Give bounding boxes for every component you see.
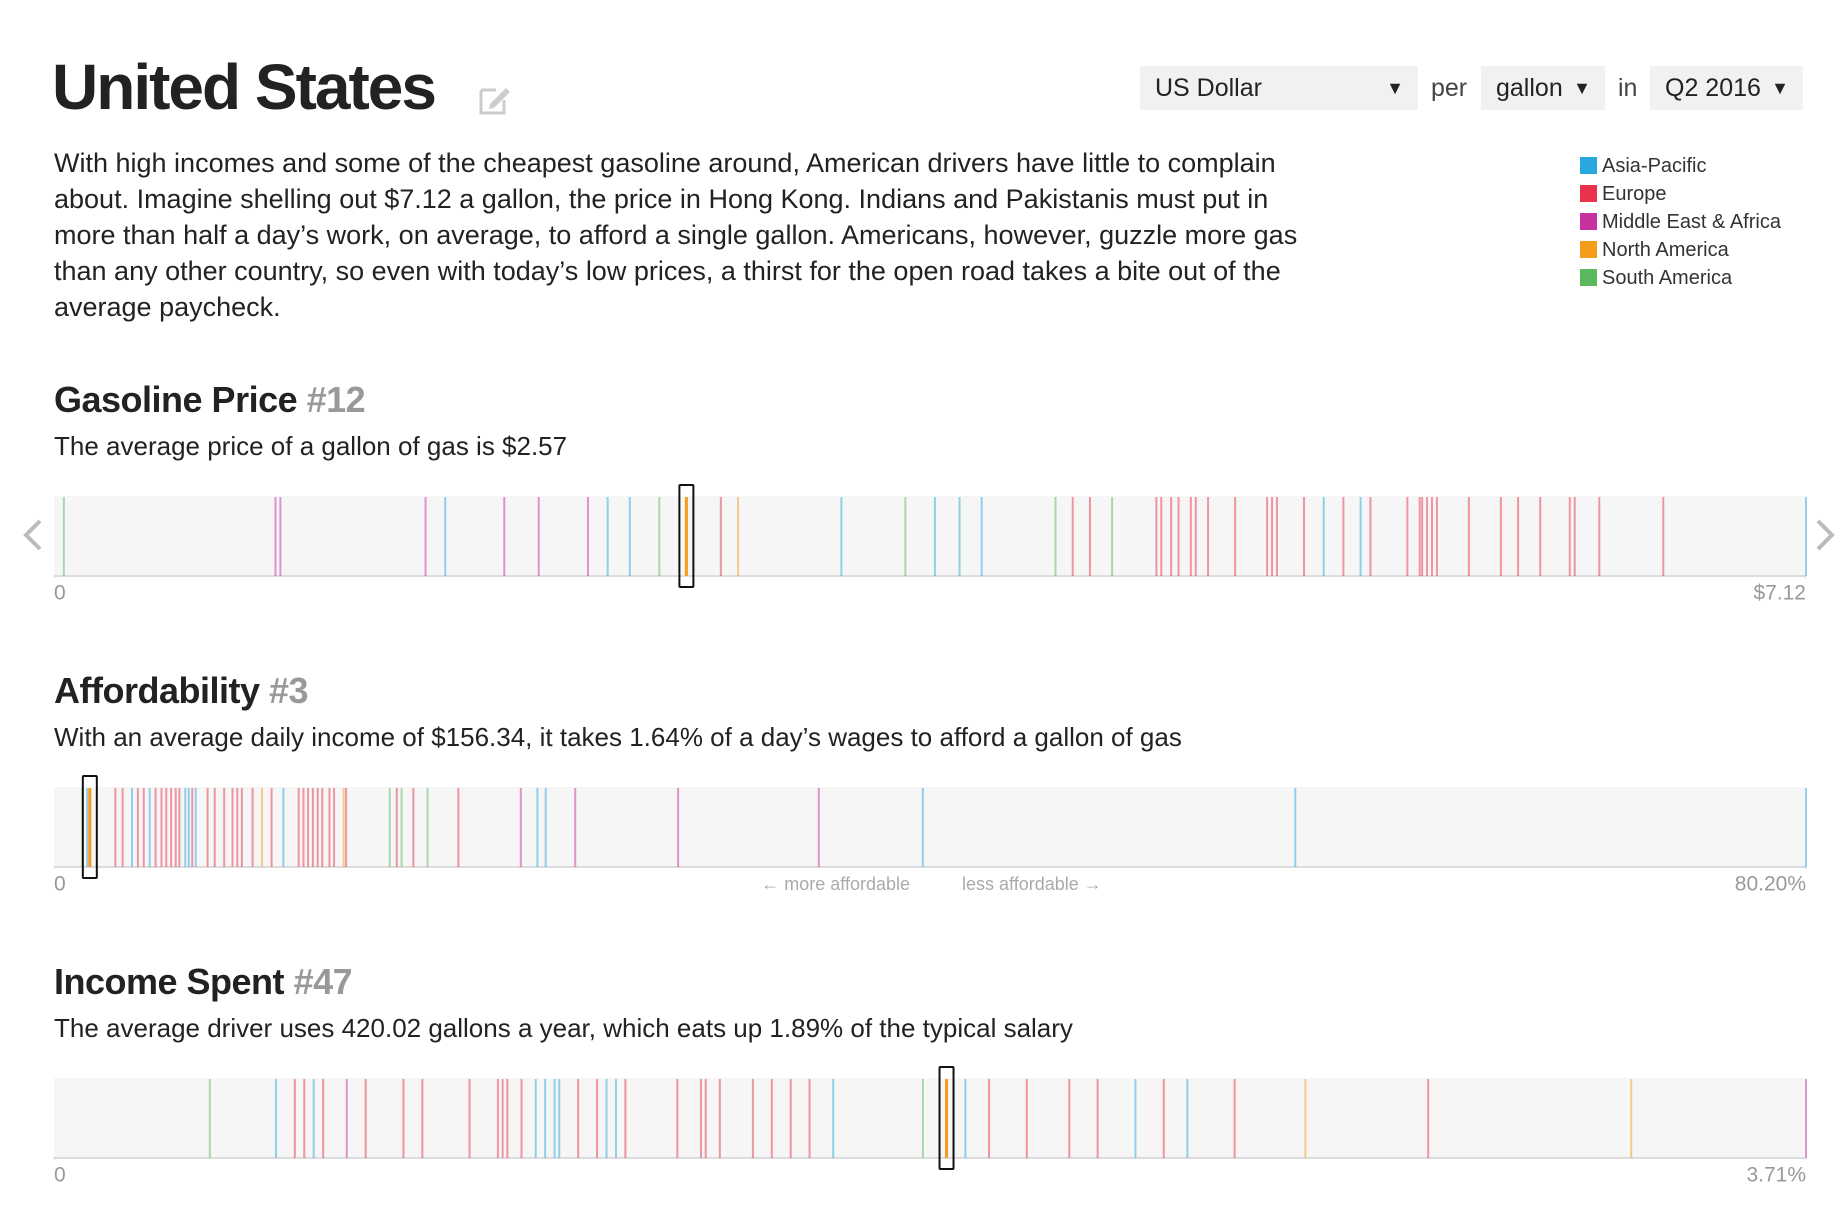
in-label: in [1618, 74, 1638, 102]
legend-label: North America [1602, 239, 1729, 261]
legend-swatch [1580, 269, 1597, 286]
legend-swatch [1580, 241, 1597, 258]
description: With high incomes and some of the cheape… [54, 148, 1298, 322]
chart-title: Income Spent [54, 961, 285, 1002]
legend-item: Europe [1580, 180, 1667, 208]
unit-value: gallon [1496, 74, 1563, 102]
chart-heading: Affordability #3 [54, 669, 309, 713]
x-tick-label: 80.20% [1735, 873, 1806, 896]
strip-background [54, 496, 1806, 576]
period-value: Q2 2016 [1665, 74, 1761, 102]
chart-rank: #12 [306, 379, 366, 420]
annotation: less affordable → [962, 874, 1102, 894]
legend-label: South America [1602, 267, 1733, 289]
chart-heading: Income Spent #47 [54, 960, 353, 1004]
x-tick-label: 0 [54, 582, 66, 605]
currency-dropdown[interactable]: US Dollar ▼ [1140, 66, 1418, 110]
highlight-box [938, 1066, 955, 1170]
legend-swatch [1580, 157, 1597, 174]
x-tick-label: 3.71% [1746, 1164, 1806, 1187]
strip-background [54, 1078, 1806, 1158]
legend-label: Asia-Pacific [1602, 155, 1707, 177]
annotation: ← more affordable [761, 874, 910, 894]
legend-item: North America [1580, 236, 1729, 264]
chart-subtitle: The average driver uses 420.02 gallons a… [54, 1013, 1073, 1043]
chart-subtitle: The average price of a gallon of gas is … [54, 431, 568, 461]
chart-title: Gasoline Price [54, 379, 298, 420]
legend-item: Middle East & Africa [1580, 208, 1781, 236]
highlight-box [678, 484, 695, 588]
edit-icon[interactable] [478, 82, 512, 116]
chart-rank: #3 [269, 670, 309, 711]
legend-label: Europe [1602, 183, 1667, 205]
per-label: per [1431, 74, 1468, 102]
legend-label: Middle East & Africa [1602, 211, 1781, 233]
x-tick-label: 0 [54, 1164, 66, 1187]
legend-item: South America [1580, 264, 1732, 292]
x-tick-label: 0 [54, 873, 66, 896]
legend-swatch [1580, 185, 1597, 202]
prev-arrow[interactable] [23, 519, 42, 551]
chart-rank: #47 [293, 961, 353, 1002]
page-title: United States [52, 51, 437, 123]
next-arrow[interactable] [1816, 519, 1835, 551]
x-tick-label: $7.12 [1753, 582, 1806, 605]
legend-swatch [1580, 213, 1597, 230]
period-dropdown[interactable]: Q2 2016 ▼ [1650, 66, 1803, 110]
currency-value: US Dollar [1155, 74, 1262, 102]
unit-dropdown[interactable]: gallon ▼ [1481, 66, 1605, 110]
legend-item: Asia-Pacific [1580, 152, 1706, 180]
chart-subtitle: With an average daily income of $156.34,… [54, 722, 1182, 752]
highlight-box [81, 775, 98, 879]
chart-heading: Gasoline Price #12 [54, 378, 366, 422]
chart-title: Affordability [54, 670, 260, 711]
